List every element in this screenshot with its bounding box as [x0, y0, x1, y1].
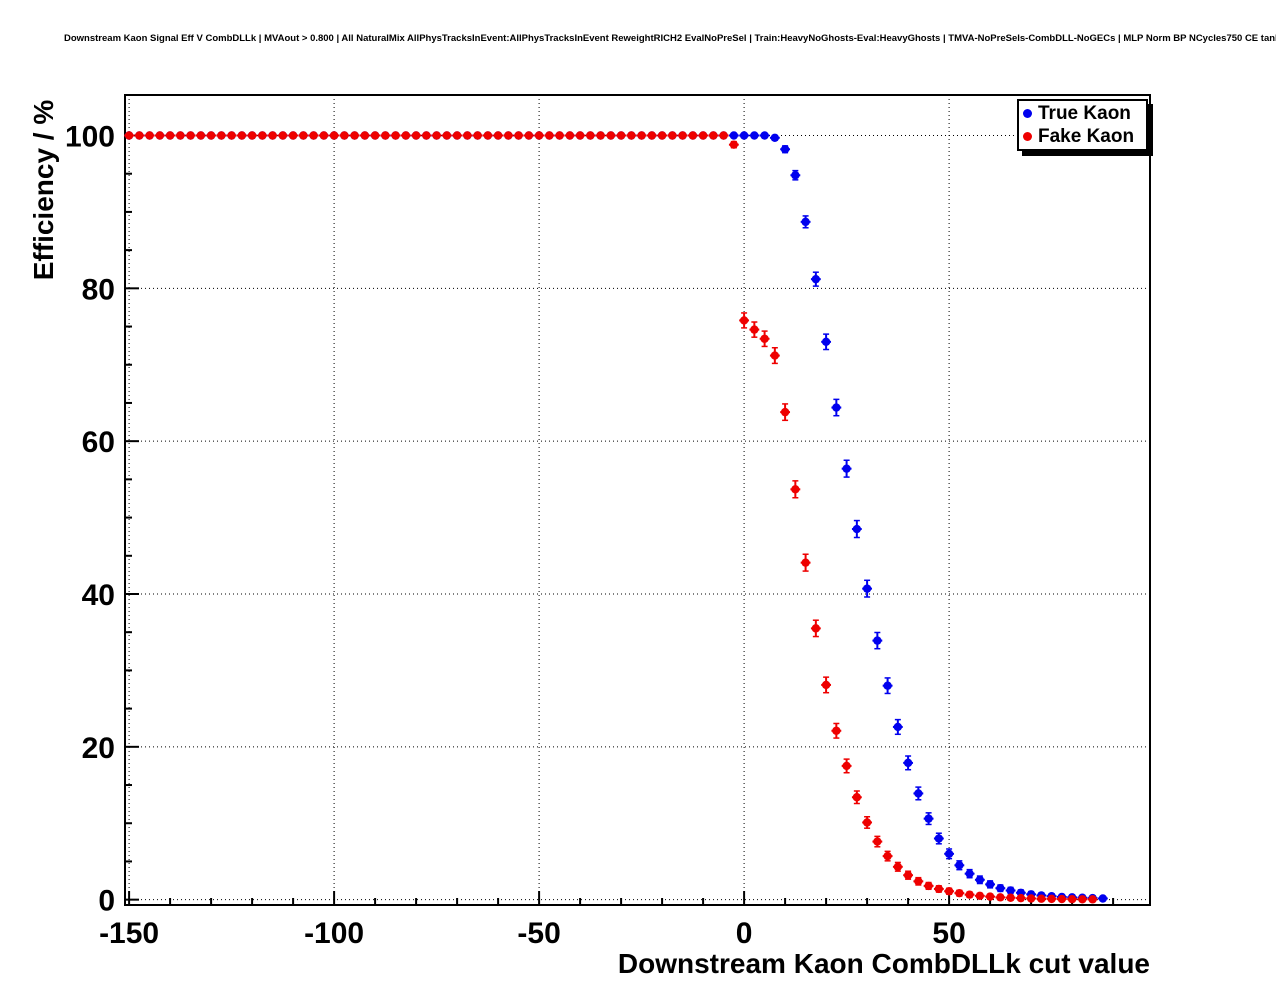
legend-entry-true-kaon: True Kaon	[1023, 102, 1142, 125]
svg-text:0: 0	[736, 917, 753, 950]
svg-text:-100: -100	[304, 917, 364, 950]
svg-text:-50: -50	[517, 917, 560, 950]
svg-text:60: 60	[82, 426, 115, 459]
true-kaon-marker-icon	[1023, 109, 1032, 118]
plot-title: Downstream Kaon Signal Eff V CombDLLk | …	[64, 33, 1276, 44]
fake-kaon-marker-icon	[1023, 132, 1032, 141]
legend-label: True Kaon	[1038, 102, 1131, 124]
legend-label: Fake Kaon	[1038, 125, 1135, 147]
svg-text:20: 20	[82, 732, 115, 765]
legend: True Kaon Fake Kaon	[1017, 99, 1148, 151]
svg-text:-150: -150	[99, 917, 159, 950]
legend-entry-fake-kaon: Fake Kaon	[1023, 125, 1142, 148]
svg-text:40: 40	[82, 579, 115, 612]
svg-text:100: 100	[65, 121, 115, 154]
x-axis-label: Downstream Kaon CombDLLk cut value	[617, 948, 1150, 979]
svg-text:0: 0	[98, 885, 115, 918]
svg-text:80: 80	[82, 273, 115, 306]
svg-text:50: 50	[932, 917, 965, 950]
